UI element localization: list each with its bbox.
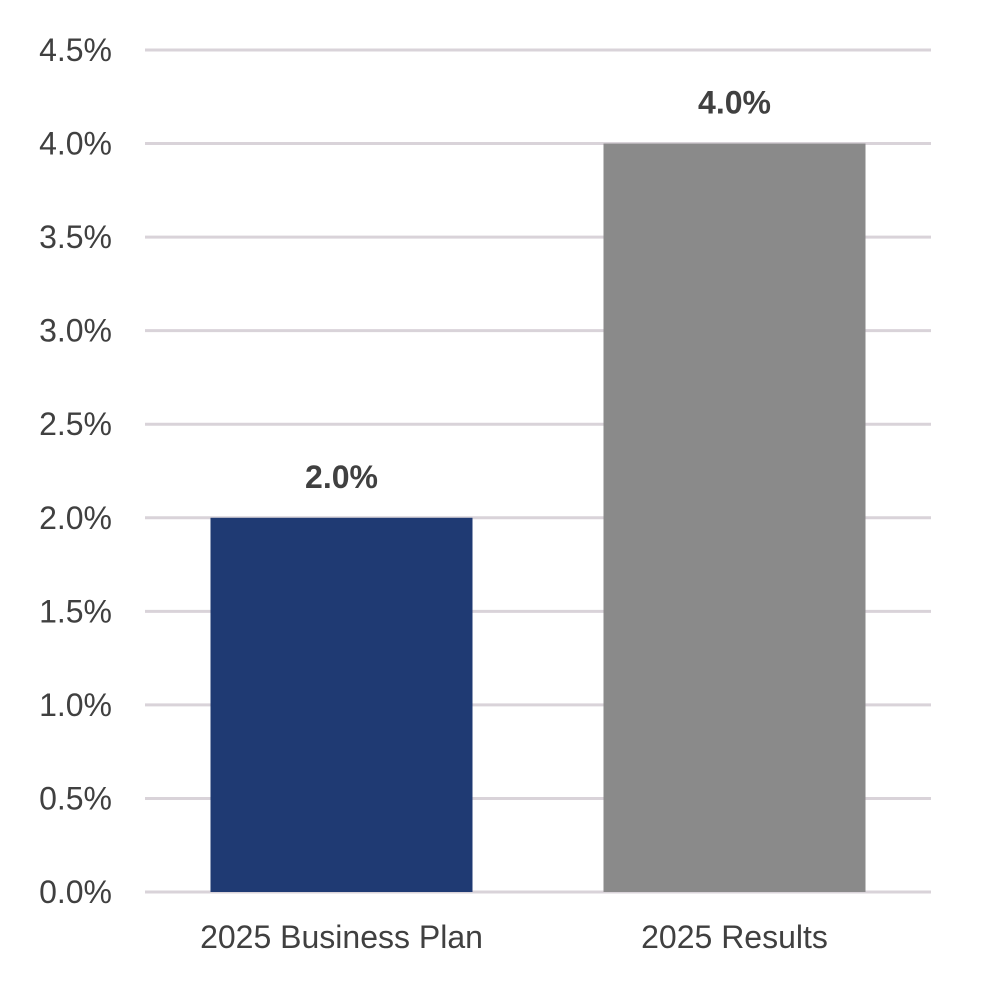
y-tick-label: 1.5% [39,593,112,629]
y-tick-label: 3.5% [39,219,112,255]
y-tick-label: 3.0% [39,313,112,349]
bar [603,143,866,893]
y-tick-label: 4.5% [39,32,112,68]
y-axis-tick-labels: 0.0% 0.5% 1.0% 1.5% 2.0% 2.5% 3.0% 3.5% 4.0% 4.5% [39,32,112,910]
data-label: 2.0% [305,459,378,495]
y-tick-label: 0.0% [39,874,112,910]
x-axis-category-labels: 2025 Business Plan 2025 Results [200,919,828,955]
data-labels: 2.0% 4.0% [305,85,771,495]
x-category-label: 2025 Business Plan [200,919,483,955]
x-category-label: 2025 Results [641,919,828,955]
y-tick-label: 4.0% [39,126,112,162]
bar [210,517,473,892]
y-tick-label: 2.0% [39,500,112,536]
bars [210,143,866,893]
y-tick-label: 1.0% [39,687,112,723]
data-label: 4.0% [698,85,771,121]
y-tick-label: 2.5% [39,406,112,442]
y-tick-label: 0.5% [39,780,112,816]
